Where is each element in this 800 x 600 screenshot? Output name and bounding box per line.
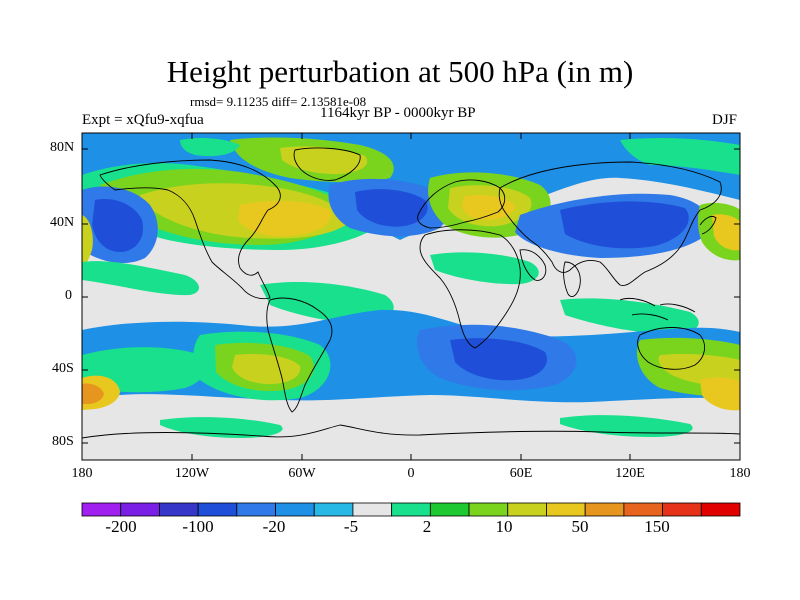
colorbar-swatch bbox=[468, 502, 509, 517]
colorbar-label: 2 bbox=[422, 517, 432, 536]
period-label: 1164kyr BP - 0000kyr BP bbox=[320, 105, 476, 121]
asia-coast bbox=[498, 161, 722, 286]
contour-darkblue-pacific bbox=[92, 199, 144, 253]
contour-gold-se bbox=[700, 377, 740, 411]
colorbar-swatch bbox=[120, 502, 160, 517]
colorbar-label: -200 bbox=[105, 517, 137, 536]
south-america-coast bbox=[266, 297, 333, 413]
lat-label-80s: 80S bbox=[52, 434, 74, 449]
contour-teal-tropics-west bbox=[82, 261, 200, 296]
africa-coast bbox=[419, 229, 521, 349]
stats-text: rmsd= 9.11235 diff= 2.13581e-08 bbox=[190, 94, 367, 109]
contour-darkblue-asia bbox=[560, 201, 689, 249]
indonesia-coast bbox=[619, 297, 696, 321]
colorbar-swatch bbox=[236, 502, 276, 517]
contour-teal-arctic bbox=[180, 137, 240, 157]
contour-yellow-westedge bbox=[82, 215, 93, 270]
map-title: Height perturbation at 500 hPa (in m) bbox=[166, 54, 634, 89]
lat-label-40s: 40S bbox=[52, 361, 74, 376]
contour-teal-siberia bbox=[620, 137, 740, 175]
colorbar-swatch bbox=[352, 502, 393, 517]
colorbar-label: -20 bbox=[262, 517, 286, 536]
colorbar-swatch bbox=[700, 502, 741, 517]
lon-label-60e: 60E bbox=[509, 466, 533, 481]
colorbar-label: 10 bbox=[495, 517, 513, 536]
experiment-label: Expt = xQfu9-xqfua bbox=[82, 112, 204, 128]
north-america-coast bbox=[99, 159, 281, 300]
lat-ticks bbox=[82, 148, 740, 444]
contour-teal-africa bbox=[430, 252, 539, 285]
lon-label-180e: 180 bbox=[729, 466, 751, 481]
lat-label-0: 0 bbox=[65, 288, 72, 303]
colorbar-swatch bbox=[391, 502, 431, 517]
season-label: DJF bbox=[712, 112, 738, 128]
colorbar-swatch bbox=[662, 502, 702, 517]
colorbar-swatch bbox=[546, 502, 586, 517]
australia-coast bbox=[637, 327, 706, 370]
colorbar-swatch bbox=[623, 502, 663, 517]
coastlines bbox=[82, 147, 740, 439]
contour-orange-sw bbox=[82, 383, 104, 405]
colorbar-swatch bbox=[313, 502, 354, 517]
contour-teal-tropics-atl bbox=[260, 281, 394, 323]
arabia-coast bbox=[519, 249, 547, 281]
colorbar-label: 50 bbox=[571, 517, 589, 536]
colorbar bbox=[81, 502, 741, 517]
colorbar-swatch bbox=[275, 502, 315, 517]
colorbar-swatch bbox=[429, 502, 470, 517]
lon-ticks bbox=[81, 133, 741, 460]
colorbar-label: 150 bbox=[644, 517, 670, 536]
contour-gold-na bbox=[238, 200, 331, 237]
lat-label-40n: 40N bbox=[50, 215, 75, 230]
india-coast bbox=[563, 261, 581, 297]
colorbar-swatch bbox=[507, 502, 547, 517]
colorbar-swatch bbox=[159, 502, 199, 517]
europe-coast bbox=[417, 179, 506, 229]
contour-darkblue-southatl bbox=[450, 338, 547, 381]
colorbar-label: -100 bbox=[182, 517, 214, 536]
lon-label-0: 0 bbox=[407, 466, 415, 481]
lat-label-80n: 80N bbox=[50, 140, 75, 155]
colorbar-swatch bbox=[584, 502, 625, 517]
colorbar-label: -5 bbox=[343, 517, 359, 536]
antarctica-coast bbox=[82, 424, 740, 439]
contour-yellow-greenland bbox=[280, 146, 368, 175]
height-field bbox=[82, 133, 740, 460]
greenland-coast bbox=[293, 147, 361, 181]
lon-label-120e: 120E bbox=[615, 466, 645, 481]
contour-darkblue-atlantic bbox=[355, 189, 428, 227]
contour-gold-europe bbox=[462, 195, 515, 220]
contour-gold-eastedge bbox=[712, 214, 740, 251]
colorbar-swatch bbox=[197, 502, 238, 517]
lon-label-120w: 120W bbox=[174, 466, 210, 481]
lon-label-60w: 60W bbox=[288, 466, 316, 481]
contour-teal-indian bbox=[560, 298, 699, 335]
colorbar-swatch bbox=[81, 502, 122, 517]
lon-label-180w: 180 bbox=[71, 466, 93, 481]
japan-coast bbox=[699, 215, 717, 235]
contour-yellow-sa bbox=[232, 354, 301, 384]
